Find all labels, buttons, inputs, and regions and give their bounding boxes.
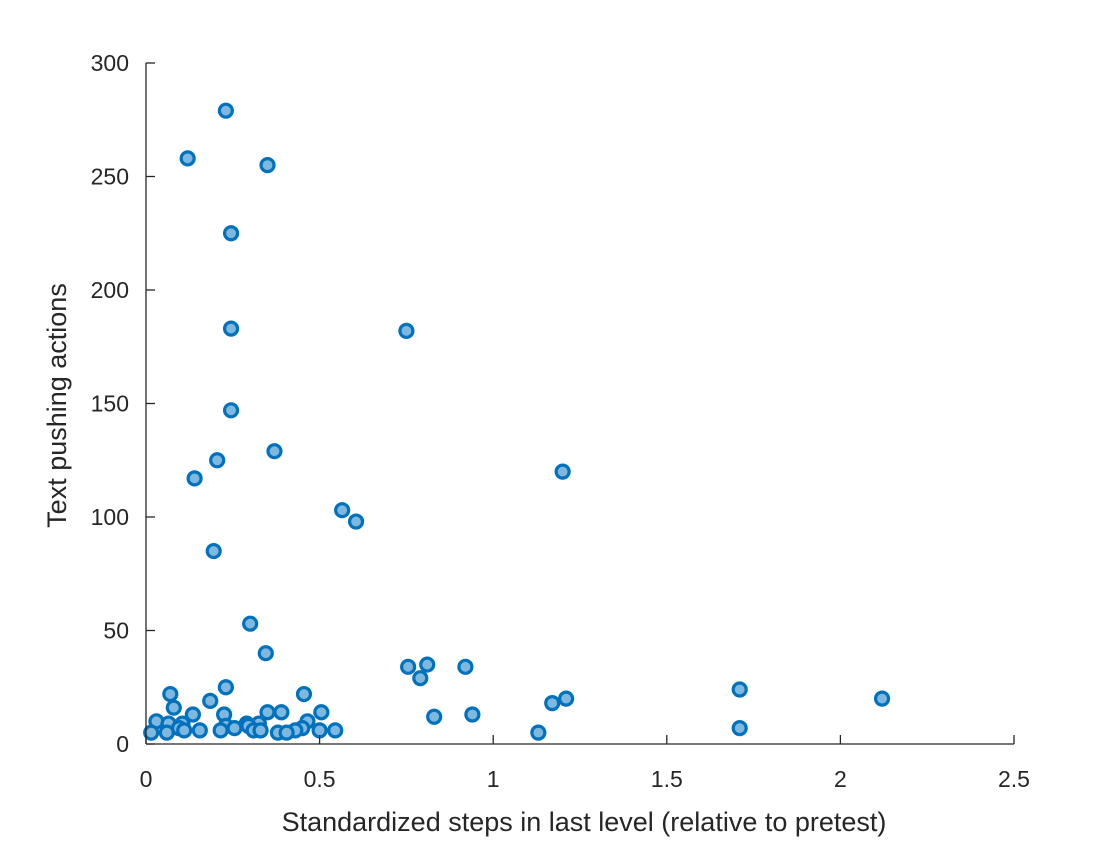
y-axis-title: Text pushing actions (42, 283, 72, 528)
data-point (412, 670, 429, 687)
data-point (209, 452, 226, 469)
data-point (252, 722, 269, 739)
y-tick-label: 50 (103, 618, 129, 644)
data-point (398, 322, 415, 339)
data-point (257, 645, 274, 662)
data-point (217, 102, 234, 119)
data-point (205, 542, 222, 560)
data-point (158, 724, 175, 741)
x-tick-label: 0.5 (304, 766, 336, 792)
x-axis-ticks: 0 0.5 1 1.5 2 2.5 (140, 735, 1030, 792)
data-point (426, 708, 443, 725)
x-tick-label: 2.5 (998, 766, 1030, 792)
data-point (217, 679, 234, 696)
y-tick-label: 300 (91, 50, 129, 76)
data-point (530, 724, 547, 741)
data-point (558, 690, 575, 707)
data-point (179, 150, 196, 167)
x-tick-label: 2 (834, 766, 847, 792)
data-point (191, 722, 208, 739)
x-tick-label: 0 (140, 766, 153, 792)
data-point (327, 722, 344, 739)
data-points (143, 102, 891, 741)
data-point (278, 724, 295, 741)
x-tick-label: 1 (487, 766, 500, 792)
y-tick-label: 0 (116, 731, 129, 757)
data-point (222, 225, 240, 242)
data-point (176, 722, 193, 739)
y-axis-ticks: 0 50 100 150 200 250 300 (91, 50, 155, 757)
data-point (544, 695, 561, 712)
data-point (184, 706, 201, 723)
data-point (873, 690, 891, 707)
data-point (242, 615, 259, 632)
data-point (457, 658, 474, 675)
data-point (400, 658, 417, 675)
data-point (419, 656, 436, 673)
y-tick-label: 150 (91, 391, 129, 417)
data-point (731, 681, 748, 698)
y-tick-label: 250 (91, 164, 129, 190)
data-point (334, 502, 351, 519)
data-point (226, 720, 243, 737)
data-point (222, 402, 240, 419)
data-point (273, 704, 290, 721)
data-point (162, 685, 179, 703)
data-point (311, 722, 328, 739)
data-point (266, 443, 283, 460)
data-point (143, 724, 160, 741)
data-point (202, 692, 219, 709)
y-tick-label: 100 (91, 504, 129, 530)
x-axis-title: Standardized steps in last level (relati… (282, 807, 887, 837)
data-point (347, 513, 365, 530)
data-point (165, 699, 182, 716)
x-tick-label: 1.5 (651, 766, 683, 792)
data-point (222, 320, 240, 337)
y-tick-label: 200 (91, 277, 129, 303)
data-point (295, 685, 313, 703)
data-point (313, 704, 330, 721)
data-point (259, 157, 276, 174)
data-point (464, 706, 481, 723)
data-point (212, 722, 229, 739)
data-point (731, 720, 748, 737)
data-point (186, 470, 203, 487)
data-point (554, 463, 571, 480)
